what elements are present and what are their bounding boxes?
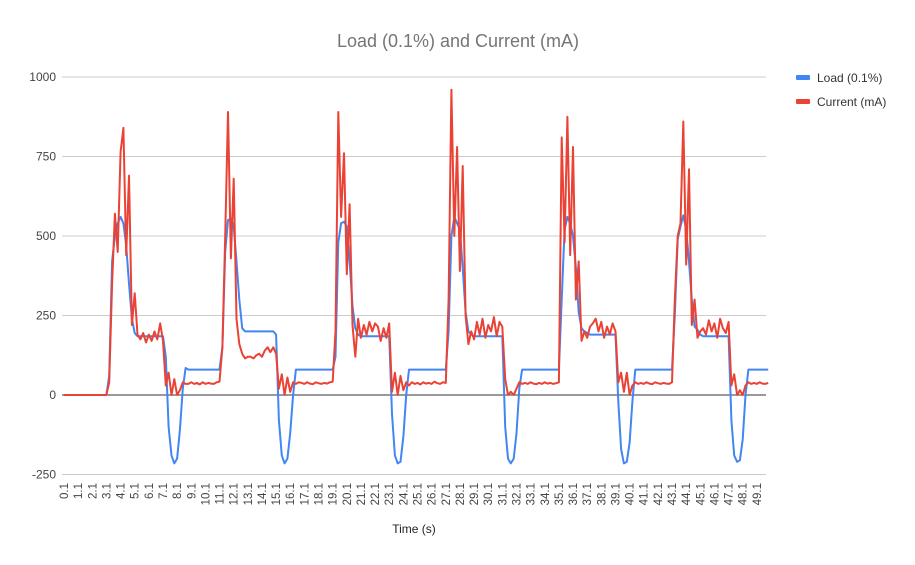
- x-tick-label: 39.1: [610, 483, 622, 505]
- x-tick-label: 38.1: [596, 483, 608, 505]
- x-tick-label: 0.1: [59, 483, 71, 499]
- x-tick-label: 10.1: [200, 483, 212, 505]
- x-tick-label: 1.1: [73, 483, 85, 499]
- legend-label-load: Load (0.1%): [817, 71, 882, 85]
- x-tick-label: 33.1: [526, 483, 538, 505]
- x-tick-label: 4.1: [116, 483, 128, 499]
- y-tick-label: 750: [36, 150, 56, 164]
- series-line-load: [64, 214, 769, 465]
- x-tick-label: 8.1: [172, 483, 184, 499]
- x-tick-label: 23.1: [384, 483, 396, 505]
- legend-item-current[interactable]: Current (mA): [796, 95, 886, 109]
- x-tick-label: 49.1: [752, 483, 764, 505]
- x-tick-label: 18.1: [314, 483, 326, 505]
- legend-swatch-current: [796, 99, 810, 104]
- x-tick-label: 42.1: [653, 483, 665, 505]
- legend-label-current: Current (mA): [817, 95, 886, 109]
- x-axis-label: Time (s): [392, 522, 436, 536]
- x-tick-label: 45.1: [695, 483, 707, 505]
- x-tick-label: 47.1: [724, 483, 736, 505]
- x-tick-label: 21.1: [356, 483, 368, 505]
- x-tick-label: 30.1: [483, 483, 495, 505]
- legend: Load (0.1%) Current (mA): [796, 71, 886, 109]
- legend-item-load[interactable]: Load (0.1%): [796, 71, 882, 85]
- x-tick-label: 16.1: [285, 483, 297, 505]
- legend-swatch-load: [796, 75, 810, 80]
- x-tick-label: 34.1: [540, 483, 552, 505]
- x-tick-label: 28.1: [455, 483, 467, 505]
- y-tick-label: -250: [32, 468, 56, 482]
- x-tick-label: 29.1: [469, 483, 481, 505]
- gridlines: [62, 76, 766, 475]
- x-tick-label: 37.1: [582, 483, 594, 505]
- x-tick-label: 20.1: [342, 483, 354, 505]
- x-tick-label: 13.1: [243, 483, 255, 505]
- x-tick-label: 32.1: [511, 483, 523, 505]
- x-tick-label: 35.1: [554, 483, 566, 505]
- y-tick-label: 0: [49, 388, 56, 402]
- x-tick-label: 36.1: [568, 483, 580, 505]
- x-tick-label: 40.1: [625, 483, 637, 505]
- series-lines: [64, 88, 769, 465]
- x-tick-label: 24.1: [398, 483, 410, 505]
- x-tick-label: 25.1: [413, 483, 425, 505]
- x-axis-ticks: 0.1 1.1 2.1 3.1 4.1 5.1 6.1 7.1 8.1 9.1 10.1 11.1 12…: [59, 483, 764, 505]
- y-axis-ticks: -250 0 250 500 750 1000: [29, 70, 56, 482]
- x-tick-label: 31.1: [497, 483, 509, 505]
- x-tick-label: 22.1: [370, 483, 382, 505]
- x-tick-label: 11.1: [215, 483, 227, 505]
- x-tick-label: 5.1: [130, 483, 142, 499]
- x-tick-label: 43.1: [667, 483, 679, 505]
- y-tick-label: 250: [36, 309, 56, 323]
- x-tick-label: 19.1: [328, 483, 340, 505]
- x-tick-label: 41.1: [639, 483, 651, 505]
- x-tick-label: 6.1: [144, 483, 156, 499]
- x-tick-label: 48.1: [738, 483, 750, 505]
- chart-title: Load (0.1%) and Current (mA): [337, 31, 579, 51]
- y-tick-label: 500: [36, 229, 56, 243]
- x-tick-label: 2.1: [87, 483, 99, 499]
- series-line-current: [64, 88, 769, 396]
- x-tick-label: 15.1: [271, 483, 283, 505]
- x-tick-label: 17.1: [299, 483, 311, 505]
- x-tick-label: 3.1: [101, 483, 113, 499]
- x-tick-label: 44.1: [681, 483, 693, 505]
- x-tick-label: 27.1: [441, 483, 453, 505]
- y-tick-label: 1000: [29, 70, 56, 84]
- x-tick-label: 9.1: [186, 483, 198, 499]
- x-tick-label: 14.1: [257, 483, 269, 505]
- x-tick-label: 12.1: [229, 483, 241, 505]
- x-tick-label: 26.1: [427, 483, 439, 505]
- x-tick-label: 46.1: [709, 483, 721, 505]
- x-tick-label: 7.1: [158, 483, 170, 499]
